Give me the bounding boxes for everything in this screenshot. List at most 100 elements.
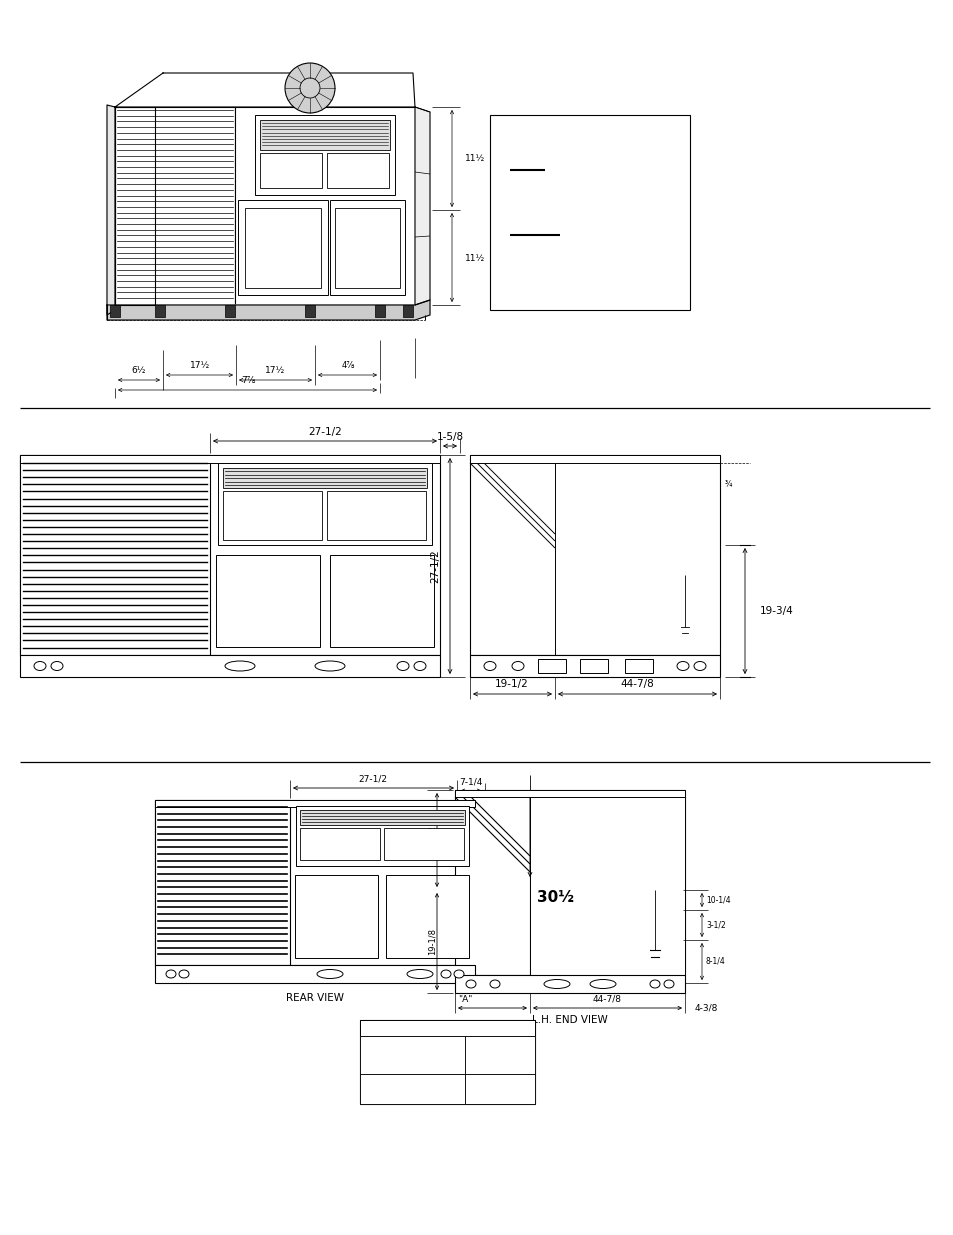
Text: 19-3/4: 19-3/4 <box>760 606 793 616</box>
Bar <box>375 305 385 317</box>
Ellipse shape <box>543 979 569 988</box>
Bar <box>464 1036 535 1074</box>
Polygon shape <box>415 107 430 305</box>
Bar <box>295 806 469 866</box>
Text: 11½: 11½ <box>464 253 485 263</box>
Text: 17½: 17½ <box>265 366 285 375</box>
Bar <box>299 827 379 860</box>
Text: 1-5/8: 1-5/8 <box>436 432 463 442</box>
Ellipse shape <box>589 979 616 988</box>
Bar <box>20 454 439 655</box>
Bar <box>237 200 328 295</box>
Bar <box>327 492 426 540</box>
Bar <box>299 810 464 825</box>
Ellipse shape <box>677 662 688 671</box>
Bar <box>455 974 684 993</box>
Ellipse shape <box>490 981 499 988</box>
Text: "A": "A" <box>457 995 472 1004</box>
Ellipse shape <box>314 661 345 671</box>
Text: 27-1/2: 27-1/2 <box>430 550 439 583</box>
Text: 17½: 17½ <box>190 361 210 370</box>
Bar <box>154 305 165 317</box>
Ellipse shape <box>440 969 451 978</box>
Bar <box>359 1020 535 1104</box>
Bar <box>305 305 314 317</box>
Bar <box>530 790 684 974</box>
Bar <box>215 555 319 647</box>
Bar <box>330 200 405 295</box>
Bar <box>359 1036 464 1074</box>
Bar <box>359 1074 464 1104</box>
Bar <box>254 115 395 195</box>
Text: 44-7/8: 44-7/8 <box>593 995 621 1004</box>
Text: REAR VIEW: REAR VIEW <box>286 993 344 1003</box>
Text: 27-1/2: 27-1/2 <box>427 825 436 855</box>
Bar <box>359 1020 535 1036</box>
Bar <box>579 659 607 673</box>
Bar <box>20 454 210 655</box>
Ellipse shape <box>34 662 46 671</box>
Ellipse shape <box>483 662 496 671</box>
Ellipse shape <box>693 662 705 671</box>
Bar <box>624 659 652 673</box>
Bar <box>154 965 475 983</box>
Ellipse shape <box>51 662 63 671</box>
Text: 44-7/8: 44-7/8 <box>620 679 654 689</box>
Ellipse shape <box>396 662 409 671</box>
Bar <box>335 207 399 288</box>
Polygon shape <box>107 105 115 315</box>
Bar <box>470 454 720 463</box>
Circle shape <box>285 63 335 112</box>
Ellipse shape <box>649 981 659 988</box>
Text: 7⅞: 7⅞ <box>240 375 254 385</box>
Bar <box>154 800 290 965</box>
Polygon shape <box>115 73 415 107</box>
Text: L.H. END VIEW: L.H. END VIEW <box>532 1015 607 1025</box>
Text: 7-1/4: 7-1/4 <box>458 778 482 787</box>
Text: 4⅞: 4⅞ <box>341 361 355 370</box>
Bar <box>386 876 469 958</box>
Bar <box>327 153 389 188</box>
Text: 19-1/8: 19-1/8 <box>427 927 436 955</box>
Ellipse shape <box>407 969 433 978</box>
Text: 3-1/2: 3-1/2 <box>705 920 725 930</box>
Text: 27-1/2: 27-1/2 <box>358 776 387 784</box>
Ellipse shape <box>225 661 254 671</box>
Bar <box>20 655 439 677</box>
Bar <box>294 876 377 958</box>
Bar <box>218 463 432 545</box>
Ellipse shape <box>663 981 673 988</box>
Text: 16-1/2: 16-1/2 <box>485 1084 514 1093</box>
Bar <box>260 153 322 188</box>
Bar <box>154 800 475 806</box>
Bar <box>20 454 439 463</box>
Ellipse shape <box>414 662 426 671</box>
Bar <box>455 790 684 974</box>
Bar <box>402 305 413 317</box>
Bar <box>490 115 689 310</box>
Bar <box>470 454 720 655</box>
Text: 30½: 30½ <box>537 890 574 905</box>
Bar <box>260 120 390 149</box>
Bar <box>245 207 320 288</box>
Bar <box>455 790 684 797</box>
Ellipse shape <box>166 969 175 978</box>
Bar <box>464 1074 535 1104</box>
Bar <box>223 468 427 488</box>
Ellipse shape <box>454 969 463 978</box>
Text: MOTORIZED
DAMPER: MOTORIZED DAMPER <box>389 1079 436 1099</box>
Bar <box>330 555 434 647</box>
Text: 4-3/8: 4-3/8 <box>695 1004 718 1013</box>
Polygon shape <box>115 107 154 305</box>
Text: 11½: 11½ <box>464 153 485 163</box>
Text: 27-1/2: 27-1/2 <box>308 427 341 437</box>
Ellipse shape <box>465 981 476 988</box>
Bar <box>110 305 120 317</box>
Text: DIMENSION "A": DIMENSION "A" <box>411 1024 483 1032</box>
Text: 12: 12 <box>494 1051 505 1060</box>
Bar <box>384 827 463 860</box>
Bar <box>223 492 322 540</box>
Ellipse shape <box>179 969 189 978</box>
Text: ¾: ¾ <box>724 480 732 489</box>
Polygon shape <box>107 300 430 320</box>
